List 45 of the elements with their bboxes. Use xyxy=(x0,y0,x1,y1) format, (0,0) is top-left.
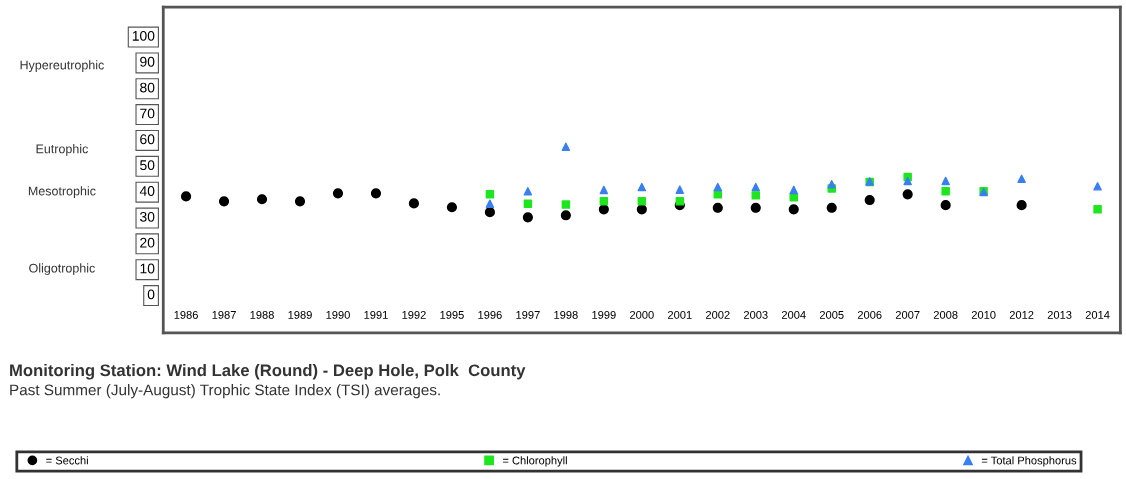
x-tick-label: 1999 xyxy=(592,310,616,319)
x-tick-label: 1986 xyxy=(174,310,198,319)
x-tick-label: 1992 xyxy=(402,310,426,319)
legend-label: = Chlorophyll xyxy=(502,456,567,467)
y-tick-label: 80 xyxy=(140,82,155,93)
x-tick-label: 2005 xyxy=(819,310,844,319)
text: Monitoring Station: Wind Lake (Round) - Deep Hole, Polk County xyxy=(10,363,526,380)
x-tick-label: 1988 xyxy=(250,310,274,319)
y-tick-label: 50 xyxy=(140,160,155,171)
x-tick-label: 2014 xyxy=(1085,310,1110,319)
x-tick-label: 2007 xyxy=(895,310,920,319)
text: Eutrophic xyxy=(36,144,89,156)
x-tick-label: 1998 xyxy=(554,310,578,319)
x-tick-label: 1997 xyxy=(516,310,540,319)
x-tick-label: 1991 xyxy=(364,310,388,319)
x-tick-label: 2004 xyxy=(781,310,806,319)
y-tick-label: 100 xyxy=(132,30,155,41)
x-tick-label: 2012 xyxy=(1009,310,1034,319)
legend-label: = Total Phosphorus xyxy=(981,456,1077,467)
x-tick-label: 2001 xyxy=(668,310,692,319)
y-tick-label: 70 xyxy=(140,108,155,119)
x-tick-label: 2008 xyxy=(933,310,958,319)
legend-label: = Secchi xyxy=(46,456,88,465)
x-tick-label: 2003 xyxy=(743,310,768,319)
x-tick-label: 2000 xyxy=(630,310,654,319)
text: Mesotrophic xyxy=(28,186,96,198)
x-tick-label: 2010 xyxy=(971,310,996,319)
x-tick-label: 1990 xyxy=(326,310,350,319)
x-tick-label: 1996 xyxy=(478,310,502,319)
x-tick-label: 1989 xyxy=(288,310,312,319)
y-tick-label: 10 xyxy=(140,263,155,274)
y-tick-label: 40 xyxy=(139,186,155,196)
x-tick-label: 1995 xyxy=(440,310,464,319)
text: Past Summer (July-August) Trophic State Index (TSI) averages. xyxy=(10,384,440,399)
y-tick-label: 0 xyxy=(147,289,155,300)
x-tick-label: 2006 xyxy=(857,310,882,319)
x-tick-label: 2013 xyxy=(1047,310,1072,319)
y-tick-label: 30 xyxy=(140,211,155,222)
y-tick-label: 60 xyxy=(140,134,155,145)
x-tick-label: 1987 xyxy=(212,310,236,319)
y-tick-label: 20 xyxy=(140,237,155,248)
text: Oligotrophic xyxy=(29,263,95,276)
y-tick-label: 90 xyxy=(140,56,155,67)
text: Hypereutrophic xyxy=(20,60,104,72)
x-tick-label: 2002 xyxy=(705,310,730,319)
